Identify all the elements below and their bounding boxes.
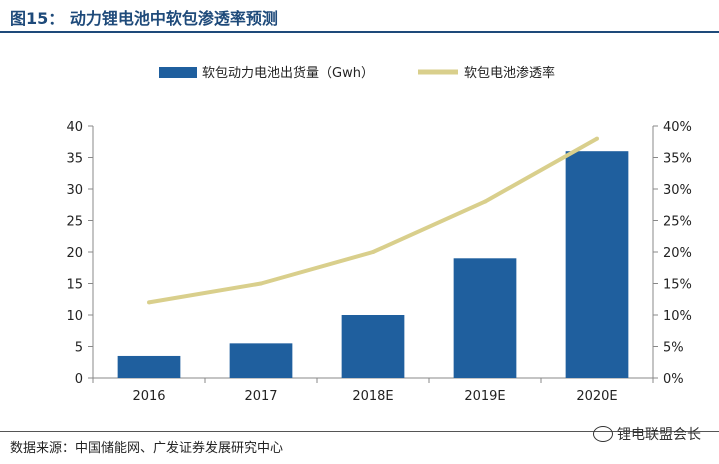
line-series <box>147 136 599 305</box>
bar-series <box>117 151 629 378</box>
bar-2019E <box>453 258 517 378</box>
line-point-2019E <box>483 199 487 204</box>
legend-swatch-bar <box>159 67 197 78</box>
source-note: 数据来源：中国储能网、广发证券发展研究中心 <box>10 441 284 456</box>
x-tick-label: 2017 <box>244 389 277 404</box>
y-tick-label-right: 0% <box>663 372 684 387</box>
title-divider <box>0 31 719 33</box>
footer-divider <box>0 431 719 432</box>
tick-labels: 0 0% 5 5% 10 10% 15 15% 20 20% 25 25% 30 30% 35 35% 40 40… <box>66 120 691 404</box>
legend-label-bar: 软包动力电池出货量（Gwh） <box>202 65 374 81</box>
y-tick-label-right: 20% <box>663 246 692 261</box>
legend-label-line: 软包电池渗透率 <box>464 65 555 81</box>
y-tick-label-left: 5 <box>75 341 83 356</box>
x-tick-label: 2020E <box>576 389 617 404</box>
x-tick-label: 2016 <box>132 389 165 404</box>
bar-2016 <box>117 355 181 378</box>
y-tick-label-left: 10 <box>66 309 83 324</box>
line-point-2018E <box>371 250 375 254</box>
y-tick-label-right: 5% <box>663 341 684 356</box>
penetration-line <box>148 136 598 305</box>
y-tick-label-left: 25 <box>66 215 83 230</box>
y-tick-label-left: 35 <box>66 152 83 167</box>
bar-2017 <box>229 343 293 378</box>
chart: 软包动力电池出货量（Gwh） 软包电池渗透率 0 0% 5 5% 10 10% 15 15% 2… <box>66 65 691 404</box>
x-tick-label: 2018E <box>352 389 393 404</box>
y-tick-label-right: 40% <box>663 120 692 135</box>
page-title: 图15： 动力锂电池中软包渗透率预测 <box>10 9 278 28</box>
y-tick-label-left: 0 <box>75 372 83 387</box>
wechat-icon <box>593 426 613 442</box>
x-tick-label: 2019E <box>464 389 505 404</box>
y-tick-label-left: 40 <box>66 120 83 135</box>
line-point-2017 <box>259 281 263 286</box>
bar-2018E <box>341 315 405 378</box>
y-tick-label-left: 15 <box>66 278 83 293</box>
y-tick-label-right: 10% <box>663 309 692 324</box>
line-point-2020E <box>595 136 599 141</box>
y-tick-label-left: 30 <box>66 183 83 198</box>
line-point-2016 <box>147 300 151 305</box>
y-tick-label-right: 35% <box>663 152 692 167</box>
y-tick-label-right: 15% <box>663 278 692 293</box>
y-tick-label-right: 30% <box>663 183 692 198</box>
bar-2020E <box>565 151 629 378</box>
y-tick-label-right: 25% <box>663 215 692 230</box>
y-tick-label-left: 20 <box>66 246 83 261</box>
watermark: 锂电联盟会长 <box>593 424 701 444</box>
legend: 软包动力电池出货量（Gwh） 软包电池渗透率 <box>159 65 555 81</box>
watermark-text: 锂电联盟会长 <box>617 427 701 443</box>
